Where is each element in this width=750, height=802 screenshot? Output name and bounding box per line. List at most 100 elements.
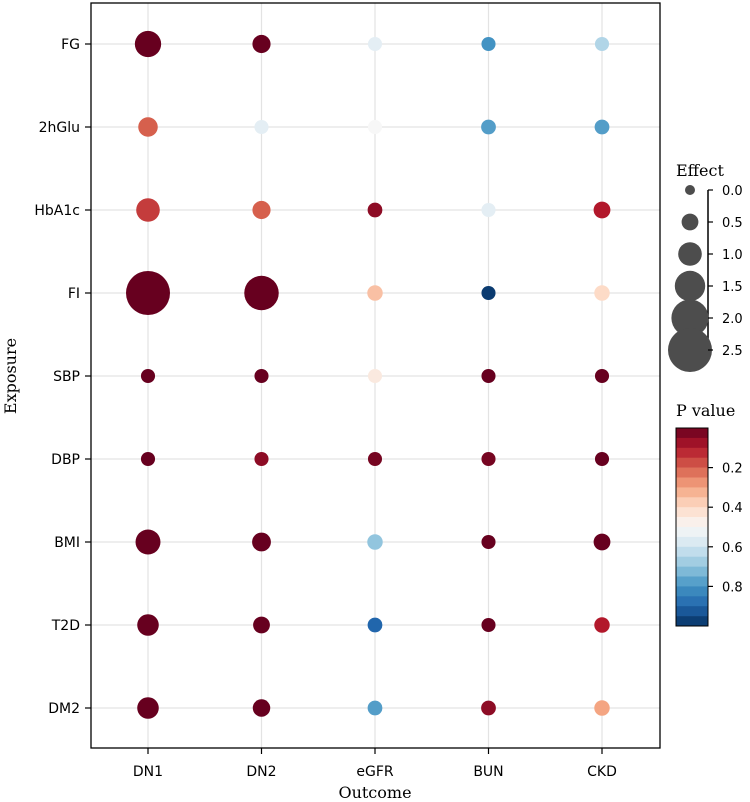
size-legend-marker [668, 328, 712, 372]
y-tick-label: T2D [51, 618, 80, 634]
bubble-bmi-dn2 [252, 532, 271, 552]
bubble-fg-ckd [594, 36, 610, 52]
x-tick-label: DN2 [246, 764, 276, 780]
bubble-dm2-egfr [367, 700, 383, 716]
bubble-dbp-ckd [594, 451, 610, 467]
colorbar-tick-label: 0.4 [722, 501, 743, 516]
size-legend-marker [674, 270, 706, 302]
colorbar-bin [676, 467, 708, 478]
colorbar-bin [676, 546, 708, 557]
bubble-fg-bun [481, 36, 496, 52]
x-tick-label: DN1 [133, 764, 163, 780]
bubble-sbp-ckd [594, 368, 610, 384]
colorbar-bin [676, 616, 708, 627]
size-legend-tick-label: 0.0 [722, 184, 743, 199]
bubble-bmi-bun [481, 534, 496, 550]
colorbar-bin [676, 457, 708, 468]
colorbar-bin [676, 497, 708, 508]
colorbar-bin [676, 556, 708, 567]
bubble-dbp-egfr [367, 451, 383, 467]
colorbar-bin [676, 447, 708, 458]
bubble-hba1c-ckd [593, 201, 611, 219]
bubble-dm2-dn1 [137, 697, 159, 719]
size-legend-marker [681, 213, 699, 231]
colorbar-frame [675, 427, 709, 627]
bubble-2hglu-ckd [594, 119, 610, 135]
colorbar-bin [676, 566, 708, 577]
bubble-fg-dn1 [134, 30, 162, 58]
colorbar-bin [676, 477, 708, 488]
y-tick-label: DM2 [48, 701, 80, 717]
y-axis-title: Exposure [1, 338, 20, 414]
colorbar-tick-label: 0.8 [722, 580, 743, 595]
x-tick-label: eGFR [356, 764, 394, 780]
bubble-t2d-egfr [367, 617, 383, 633]
y-axis: FG 2hGlu HbA1c FI SBP DBP BMI T2D DM2 [34, 37, 91, 717]
bubble-fi-bun [481, 285, 496, 301]
bubble-bmi-ckd [593, 533, 611, 551]
colorbar-bin [676, 428, 708, 439]
y-tick-label: BMI [54, 535, 80, 551]
y-tick-label: FG [61, 37, 80, 53]
bubble-sbp-bun [481, 368, 496, 384]
bubble-bmi-egfr [367, 534, 383, 550]
bubble-fi-ckd [594, 285, 610, 301]
x-axis: DN1 DN2 eGFR BUN CKD [133, 748, 617, 780]
bubble-hba1c-egfr [367, 202, 383, 218]
colorbar-bin [676, 596, 708, 607]
bubble-t2d-ckd [594, 617, 610, 633]
colorbar-bin [676, 536, 708, 548]
x-axis-title: Outcome [338, 783, 411, 802]
color-legend: P value 0.2 0.4 0.6 0.8 [675, 401, 743, 627]
size-legend-tick-label: 1.5 [722, 280, 743, 295]
bubble-dbp-bun [481, 451, 496, 467]
bubble-sbp-dn2 [254, 368, 269, 384]
x-tick-label: CKD [587, 764, 617, 780]
colorbar-bin [676, 586, 708, 597]
size-legend-tick-label: 2.0 [722, 312, 743, 327]
bubble-dbp-dn2 [254, 451, 269, 467]
size-legend-marker [671, 299, 709, 337]
bubble-dbp-dn1 [140, 451, 156, 467]
bubble-2hglu-bun [481, 119, 496, 135]
bubble-2hglu-dn2 [254, 119, 269, 135]
size-legend-tick-label: 2.5 [722, 344, 743, 359]
size-legend-tick-label: 1.0 [722, 248, 743, 263]
colorbar-bin [676, 606, 708, 617]
size-legend-marker [685, 185, 695, 195]
bubble-sbp-dn1 [140, 368, 156, 384]
y-tick-label: FI [68, 286, 80, 302]
size-legend-title: Effect [676, 161, 724, 180]
y-tick-label: 2hGlu [39, 120, 80, 136]
colorbar-tick-label: 0.2 [722, 462, 743, 477]
bubble-fg-egfr [367, 36, 383, 52]
colorbar-bin [676, 487, 708, 498]
bubble-2hglu-egfr [367, 119, 383, 135]
size-legend-marker [678, 242, 702, 266]
bubble-t2d-dn2 [253, 616, 270, 634]
y-tick-label: SBP [53, 369, 80, 385]
bubble-hba1c-dn2 [252, 200, 271, 220]
y-tick-label: DBP [51, 452, 80, 468]
bubble-t2d-dn1 [137, 614, 159, 636]
bubble-fi-egfr [367, 285, 383, 301]
bubble-sbp-egfr [367, 368, 383, 384]
bubble-fi-dn2 [244, 275, 279, 311]
bubble-t2d-bun [481, 617, 496, 633]
size-legend: Effect 0.0 0.5 1.0 1.5 2.0 2.5 [668, 161, 743, 372]
colorbar-bin [676, 437, 708, 449]
colorbar: 0.2 0.4 0.6 0.8 [675, 427, 743, 627]
bubble-bmi-dn1 [135, 529, 161, 555]
bubble-points [126, 30, 611, 719]
bubble-fi-dn1 [126, 271, 170, 315]
bubble-dm2-dn2 [252, 699, 271, 717]
color-legend-title: P value [676, 401, 735, 420]
colorbar-bin [676, 576, 708, 587]
colorbar-bin [676, 507, 708, 518]
bubble-fg-dn2 [252, 34, 271, 54]
size-legend-tick-label: 0.5 [722, 216, 743, 231]
colorbar-bin [676, 517, 708, 528]
bubble-dm2-bun [481, 700, 496, 716]
y-tick-label: HbA1c [34, 203, 80, 219]
